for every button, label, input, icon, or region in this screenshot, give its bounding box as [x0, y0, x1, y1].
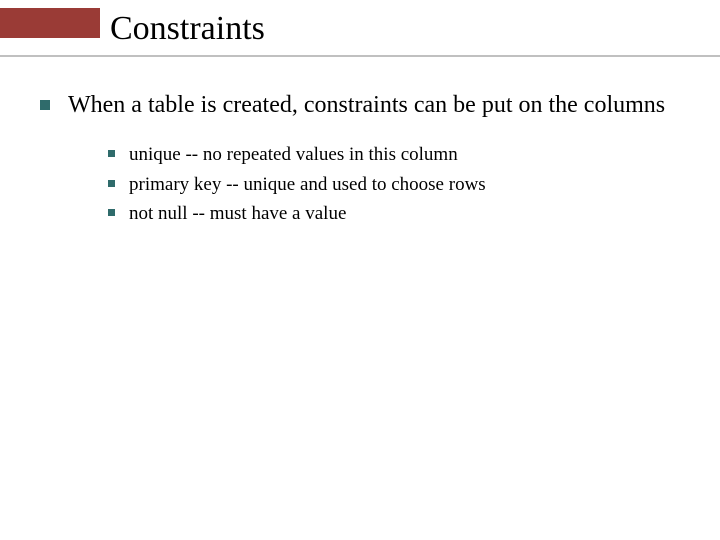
square-bullet-icon — [108, 209, 115, 216]
level2-text: not null -- must have a value — [129, 201, 346, 227]
level2-list: unique -- no repeated values in this col… — [108, 142, 690, 227]
level1-text: When a table is created, constraints can… — [68, 90, 665, 120]
title-underline — [0, 55, 720, 57]
level2-item: primary key -- unique and used to choose… — [108, 172, 690, 198]
body-content: When a table is created, constraints can… — [40, 90, 690, 231]
level2-item: not null -- must have a value — [108, 201, 690, 227]
level2-text: unique -- no repeated values in this col… — [129, 142, 458, 168]
square-bullet-icon — [40, 100, 50, 110]
header-accent-bar — [0, 8, 100, 38]
slide-title: Constraints — [110, 10, 265, 48]
square-bullet-icon — [108, 180, 115, 187]
level2-text: primary key -- unique and used to choose… — [129, 172, 486, 198]
level2-item: unique -- no repeated values in this col… — [108, 142, 690, 168]
slide: Constraints When a table is created, con… — [0, 0, 720, 540]
square-bullet-icon — [108, 150, 115, 157]
level1-item: When a table is created, constraints can… — [40, 90, 690, 120]
